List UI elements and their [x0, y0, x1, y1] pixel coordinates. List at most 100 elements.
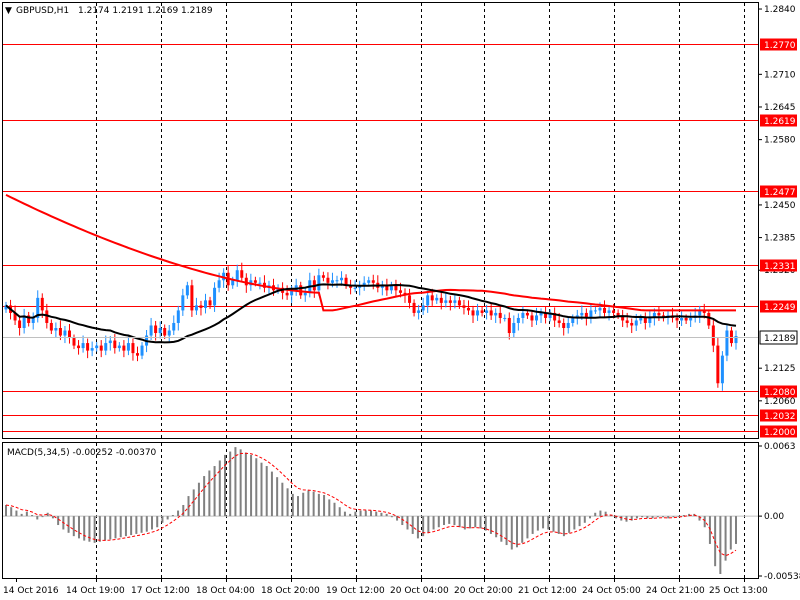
candle-body	[108, 340, 112, 344]
candle-body	[90, 348, 94, 351]
macd-bar	[474, 516, 477, 528]
candle-body	[417, 310, 421, 313]
time-label: 21 Oct 12:00	[518, 586, 577, 596]
macd-bar	[583, 516, 586, 523]
macd-bar	[270, 471, 273, 517]
candle-body	[566, 322, 570, 328]
macd-bar	[161, 516, 164, 523]
level-label-text: 1.2032	[764, 412, 796, 422]
macd-bar	[250, 454, 253, 517]
candle-body	[480, 310, 484, 313]
macd-bar	[594, 512, 597, 517]
macd-bar	[51, 516, 54, 519]
macd-bar	[735, 516, 737, 544]
macd-bar	[359, 510, 362, 517]
candle-body	[22, 315, 26, 328]
candle-body	[99, 345, 103, 351]
macd-bar	[114, 516, 117, 539]
candle-body	[448, 300, 452, 303]
macd-bar	[370, 510, 372, 517]
horizontal-levels[interactable]	[3, 44, 758, 432]
macd-bar	[656, 516, 659, 518]
candle-body	[476, 310, 480, 316]
candle-body	[462, 305, 466, 308]
macd-bar	[135, 516, 138, 534]
macd-bar	[130, 516, 133, 536]
candle-body	[435, 297, 439, 301]
macd-bar	[703, 516, 706, 528]
level-label-bg	[760, 259, 797, 272]
price-tick-label: 1.2580	[764, 136, 796, 146]
price-tick-label: 1.2385	[764, 234, 796, 244]
candle-body	[394, 285, 398, 291]
level-label-text: 1.2477	[764, 188, 796, 198]
time-label: 14 Oct 2016	[3, 586, 59, 596]
candle-body	[439, 297, 443, 303]
macd-bar	[635, 516, 638, 519]
macd-bar	[458, 516, 461, 528]
macd-bar	[302, 492, 305, 517]
candle-body	[367, 280, 371, 283]
candle-body	[471, 310, 475, 316]
macd-bar	[479, 516, 482, 529]
macd-bar	[401, 516, 404, 526]
macd-bar	[124, 516, 127, 537]
candle-body	[349, 285, 353, 288]
candle-body	[167, 330, 171, 336]
candle-body	[58, 328, 62, 336]
candle-body	[539, 312, 543, 316]
macd-bar	[453, 516, 456, 526]
price-pane-border	[2, 2, 759, 439]
macd-bar	[380, 512, 383, 517]
candle-body	[507, 317, 511, 334]
level-labels: 1.27701.26191.24771.23311.22491.20801.20…	[760, 38, 797, 438]
time-label: 18 Oct 04:00	[196, 586, 255, 596]
time-label: 24 Oct 21:00	[646, 586, 705, 596]
candle-body	[612, 310, 616, 313]
time-label: 14 Oct 19:00	[66, 586, 125, 596]
candle-body	[398, 290, 402, 293]
macd-bar	[667, 516, 670, 519]
dropdown-arrow-icon[interactable]: ▼	[5, 6, 12, 16]
macd-bar	[390, 516, 393, 518]
macd-bar	[542, 516, 545, 529]
candle-body	[498, 312, 502, 318]
macd-bar	[354, 511, 357, 517]
candle-body	[385, 285, 389, 291]
candle-body	[652, 312, 656, 318]
candle-body	[86, 343, 90, 351]
candle-body	[131, 343, 135, 354]
candle-body	[516, 317, 520, 323]
macd-bar	[547, 516, 550, 530]
candle-body	[194, 305, 198, 311]
macd-bar	[286, 488, 289, 517]
candle-body	[253, 280, 257, 283]
candle-body	[13, 312, 17, 321]
candle-body	[725, 330, 729, 356]
macd-bar	[203, 476, 206, 517]
candle-body	[285, 292, 289, 296]
candle-body	[244, 277, 248, 286]
macd-bar	[609, 515, 612, 517]
macd-bar	[343, 511, 346, 517]
candle-body	[240, 270, 244, 278]
candle-body	[720, 355, 724, 384]
macd-bar	[104, 516, 107, 541]
macd-bar	[615, 516, 618, 519]
candle-body	[258, 282, 262, 284]
price-tick-label: 1.2060	[764, 397, 796, 407]
candle-body	[45, 310, 49, 323]
candle-body	[684, 317, 688, 321]
macd-bar	[197, 482, 200, 517]
macd-bar	[531, 516, 534, 534]
macd-bar	[20, 513, 23, 517]
macd-bar	[641, 516, 644, 518]
macd-bar	[562, 516, 565, 537]
candle-body	[104, 343, 108, 351]
candle-body	[598, 307, 602, 311]
macd-bar	[646, 516, 649, 519]
candle-body	[54, 328, 58, 331]
candle-body	[27, 315, 31, 323]
level-label-bg	[760, 38, 797, 51]
